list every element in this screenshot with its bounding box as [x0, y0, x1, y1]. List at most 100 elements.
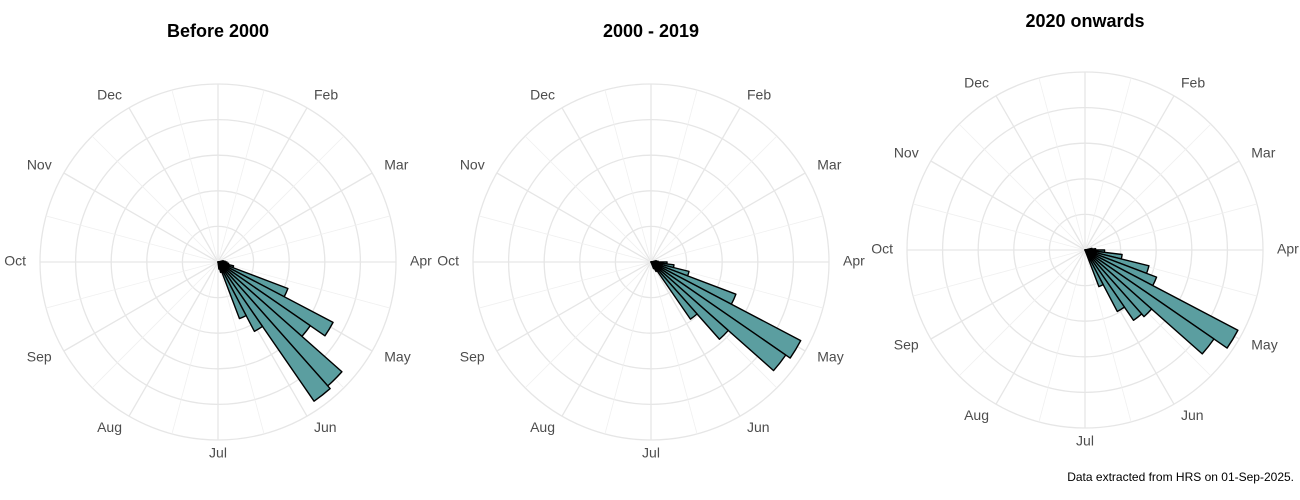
spoke	[217, 89, 265, 263]
chart-title: Before 2000	[167, 21, 269, 41]
month-label: Sep	[460, 349, 485, 365]
spoke	[496, 172, 652, 263]
spoke	[63, 172, 219, 263]
spoke	[217, 261, 265, 435]
month-label: Apr	[410, 253, 432, 269]
bar	[1084, 249, 1104, 288]
month-label: Feb	[1181, 74, 1205, 90]
month-label: Aug	[530, 419, 555, 435]
spoke	[995, 249, 1086, 405]
spoke	[217, 107, 308, 263]
month-label: Nov	[894, 145, 919, 161]
month-label: Nov	[460, 157, 485, 173]
month-label: Mar	[817, 157, 841, 173]
bar	[650, 261, 698, 320]
bar	[217, 261, 221, 270]
spoke	[478, 215, 652, 263]
month-label: Feb	[747, 86, 771, 102]
spoke	[91, 261, 219, 389]
spoke	[561, 107, 652, 263]
bar	[217, 261, 331, 402]
month-label: Nov	[27, 157, 52, 173]
month-label: Mar	[384, 157, 408, 173]
spoke	[995, 95, 1086, 251]
spoke	[930, 160, 1086, 251]
spoke	[650, 89, 698, 263]
month-label: Oct	[4, 253, 26, 269]
spoke	[1038, 249, 1086, 423]
month-label: Jun	[747, 419, 770, 435]
month-label: Jun	[1181, 407, 1204, 423]
bar	[650, 261, 729, 340]
month-label: Dec	[97, 86, 122, 102]
spoke	[1084, 123, 1212, 251]
chart-title: 2020 onwards	[1025, 11, 1144, 31]
spoke	[1084, 203, 1258, 251]
spoke	[1084, 77, 1132, 251]
spoke	[217, 261, 391, 309]
bar	[217, 261, 264, 333]
spoke	[650, 172, 806, 263]
spoke	[217, 135, 345, 263]
polar-chart: 2020 onwards Feb Mar Apr May Jun Jul Aug Sep Oct N…	[871, 11, 1299, 449]
spoke	[171, 261, 219, 435]
month-label: Dec	[530, 86, 555, 102]
spoke	[1038, 77, 1086, 251]
month-label: Oct	[871, 241, 893, 257]
spoke	[128, 261, 219, 417]
month-label: May	[384, 349, 410, 365]
spoke	[650, 261, 741, 417]
month-label: Apr	[843, 253, 865, 269]
month-label: Jul	[642, 445, 660, 461]
chart-title: 2000 - 2019	[603, 21, 699, 41]
month-label: Apr	[1277, 241, 1299, 257]
month-label: Aug	[97, 419, 122, 435]
spoke	[1084, 249, 1132, 423]
polar-chart: 2000 - 2019 Feb Mar Apr May Jun Jul Aug Sep Oct No…	[437, 21, 865, 461]
spoke	[650, 261, 698, 435]
bar	[217, 261, 247, 320]
bar	[1084, 249, 1143, 322]
month-label: Oct	[437, 253, 459, 269]
spoke	[524, 261, 652, 389]
spoke	[930, 249, 1086, 340]
spoke	[650, 107, 741, 263]
spoke	[1084, 160, 1240, 251]
bar	[1084, 249, 1215, 355]
month-label: Sep	[894, 337, 919, 353]
spoke	[650, 135, 778, 263]
spoke	[650, 215, 824, 263]
spoke	[958, 249, 1086, 377]
bar	[650, 261, 802, 359]
spoke	[91, 135, 219, 263]
month-label: Jul	[209, 445, 227, 461]
spoke	[958, 123, 1086, 251]
spoke	[128, 107, 219, 263]
spoke	[524, 135, 652, 263]
bar	[1084, 249, 1153, 318]
spoke	[561, 261, 652, 417]
month-label: Aug	[964, 407, 989, 423]
spoke	[496, 261, 652, 352]
spoke	[171, 89, 219, 263]
caption: Data extracted from HRS on 01-Sep-2025.	[1067, 470, 1294, 484]
spoke	[63, 261, 219, 352]
month-label: Jul	[1076, 433, 1094, 449]
bar	[1084, 249, 1126, 313]
month-label: Sep	[27, 349, 52, 365]
bar	[1084, 249, 1239, 349]
spoke	[912, 203, 1086, 251]
month-label: Feb	[314, 86, 338, 102]
spoke	[478, 261, 652, 309]
spoke	[912, 249, 1086, 297]
month-label: Mar	[1251, 145, 1275, 161]
spoke	[604, 89, 652, 263]
bar	[650, 261, 656, 270]
spoke	[217, 172, 373, 263]
spoke	[604, 261, 652, 435]
spoke	[217, 215, 391, 263]
bar	[650, 261, 787, 372]
spoke	[1084, 95, 1175, 251]
polar-chart: Before 2000 Feb Mar Apr May Jun Jul Aug Sep Oct No…	[4, 21, 432, 461]
